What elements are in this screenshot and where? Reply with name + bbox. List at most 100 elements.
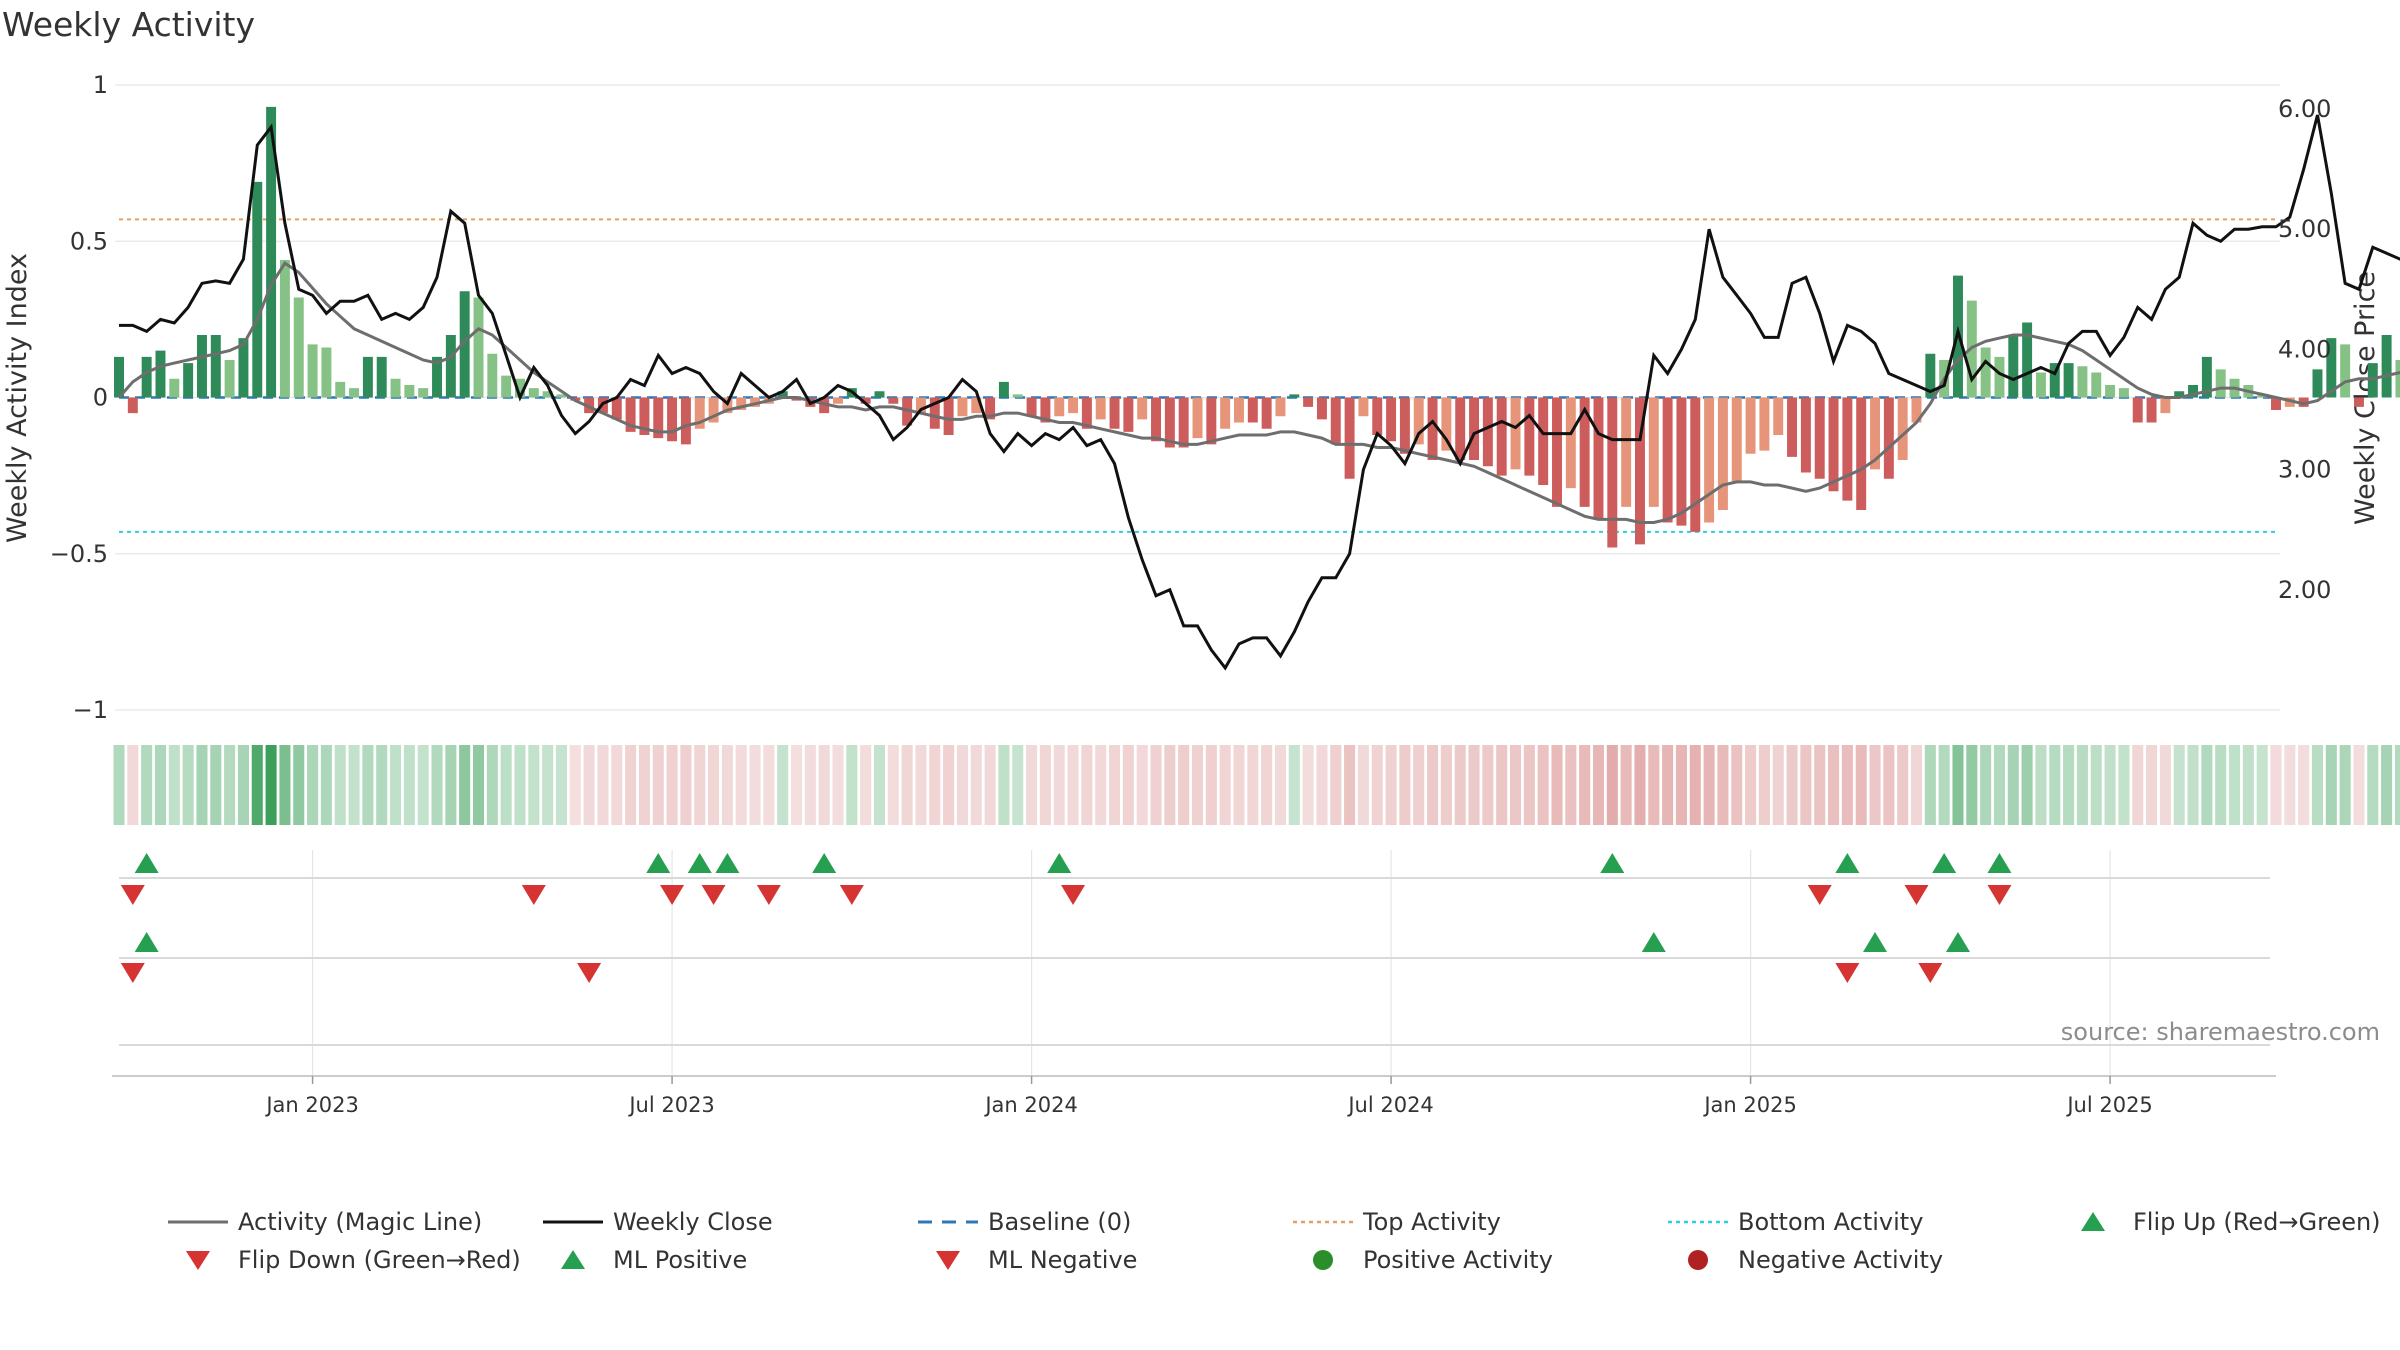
heat-strip-cell [873, 745, 886, 825]
activity-bar [2312, 369, 2323, 398]
activity-bar [1247, 397, 1258, 423]
heat-strip-cell [1786, 745, 1798, 825]
activity-bar [2201, 356, 2212, 398]
heat-strip-cell [459, 745, 471, 825]
heat-strip-cell [1454, 745, 1466, 825]
legend-label: Negative Activity [1738, 1246, 1943, 1274]
legend-item: Flip Down (Green→Red) [186, 1246, 521, 1274]
legend-label: Baseline (0) [988, 1208, 1131, 1236]
heat-strip-cell [472, 745, 485, 825]
heat-strip-cell [2173, 745, 2185, 825]
flip-up-marker [646, 853, 671, 873]
heat-strip-cell [2311, 745, 2324, 825]
heat-strip-cell [1385, 745, 1397, 825]
heat-strip-cell [1772, 745, 1784, 825]
activity-bar [2146, 397, 2157, 423]
legend-swatch [1688, 1250, 1708, 1270]
activity-bar [1870, 397, 1880, 470]
heat-strip-cell [2228, 745, 2241, 825]
legend-label: Activity (Magic Line) [238, 1208, 482, 1236]
heat-strip-cell [1053, 745, 1065, 825]
legend-item: Baseline (0) [918, 1208, 1131, 1236]
heat-strip-cell [1191, 745, 1204, 825]
activity-bar [929, 397, 940, 429]
heat-strip-cell [597, 745, 609, 825]
activity-bar [155, 350, 166, 398]
activity-bar [224, 360, 235, 398]
legend-item: ML Positive [561, 1246, 747, 1274]
heat-strip-cell [127, 745, 139, 825]
heat-strip-cell [970, 745, 982, 825]
heat-strip-cell [1496, 745, 1508, 825]
ml-negative-marker [1918, 963, 1943, 983]
heat-strip-cell [2367, 745, 2379, 825]
heat-strip-cell [2021, 745, 2033, 825]
activity-bar [1538, 397, 1549, 485]
x-tick-label: Jul 2024 [1346, 1093, 1433, 1117]
heat-strip-cell [943, 745, 955, 825]
y-tick-label-left: 0 [93, 384, 108, 412]
activity-bar [418, 388, 429, 398]
activity-bar [1482, 397, 1493, 467]
heat-strip-cell [293, 745, 305, 825]
heat-strip-cell [1952, 745, 1964, 825]
heat-strip-cell [915, 745, 927, 825]
heat-strip-cell [1261, 745, 1273, 825]
activity-bar [1593, 397, 1604, 520]
activity-bar [1828, 397, 1839, 492]
activity-bar [2049, 363, 2060, 398]
activity-bar [1289, 394, 1300, 398]
heat-strip-cell [1648, 745, 1660, 825]
heat-strip-cell [901, 745, 913, 825]
activity-bar [2395, 360, 2400, 398]
heat-strip-cell [2298, 745, 2310, 825]
heat-strip-cell [196, 745, 208, 825]
legend-swatch [1313, 1250, 1333, 1270]
heat-strip-cell [625, 745, 637, 825]
activity-bar [1607, 397, 1618, 548]
activity-bar [169, 378, 180, 398]
activity-bar [1690, 397, 1701, 532]
heat-strip-cell [887, 745, 899, 825]
heat-strip-cell [1897, 745, 1909, 825]
ml-positive-marker [1863, 932, 1888, 952]
flip-up-marker [715, 853, 740, 873]
heat-strip-cell [1274, 745, 1286, 825]
flip-up-marker [687, 853, 712, 873]
activity-bar [1344, 397, 1355, 479]
heat-strip-cell [528, 745, 540, 825]
activity-bar [1399, 397, 1410, 454]
legend-item: Flip Up (Red→Green) [2081, 1208, 2381, 1236]
activity-bar [1883, 397, 1894, 479]
activity-bar [1054, 397, 1065, 417]
heat-strip-cell [445, 745, 457, 825]
heat-strip-cell [1592, 745, 1605, 825]
activity-bar [266, 106, 277, 398]
activity-bar [874, 391, 885, 398]
activity-bar [2077, 366, 2088, 398]
heat-strip-cell [1150, 745, 1162, 825]
heat-strip-cell [154, 745, 167, 825]
heat-strip-cell [1745, 745, 1757, 825]
heat-strip-cell [210, 745, 222, 825]
activity-bar [791, 397, 802, 401]
activity-bar [1510, 397, 1521, 470]
ml-negative-marker [120, 963, 145, 983]
heat-strip-cell [362, 745, 374, 825]
activity-bar [1275, 397, 1286, 417]
activity-bar [1745, 397, 1756, 454]
heat-strip-cell [348, 745, 360, 825]
heat-strip-cell [749, 745, 761, 825]
heat-strip-cell [376, 745, 388, 825]
legend-label: Flip Down (Green→Red) [238, 1246, 521, 1274]
activity-bar [1081, 397, 1092, 429]
heat-strip-cell [1966, 745, 1978, 825]
activity-bar [1676, 397, 1687, 526]
activity-bar [1137, 397, 1148, 420]
heat-strip-cell [486, 745, 498, 825]
activity-bar [943, 397, 954, 435]
flip-down-marker [521, 885, 546, 905]
activity-bar [1911, 397, 1922, 423]
ml-positive-marker [1945, 932, 1970, 952]
activity-bar [625, 397, 636, 432]
